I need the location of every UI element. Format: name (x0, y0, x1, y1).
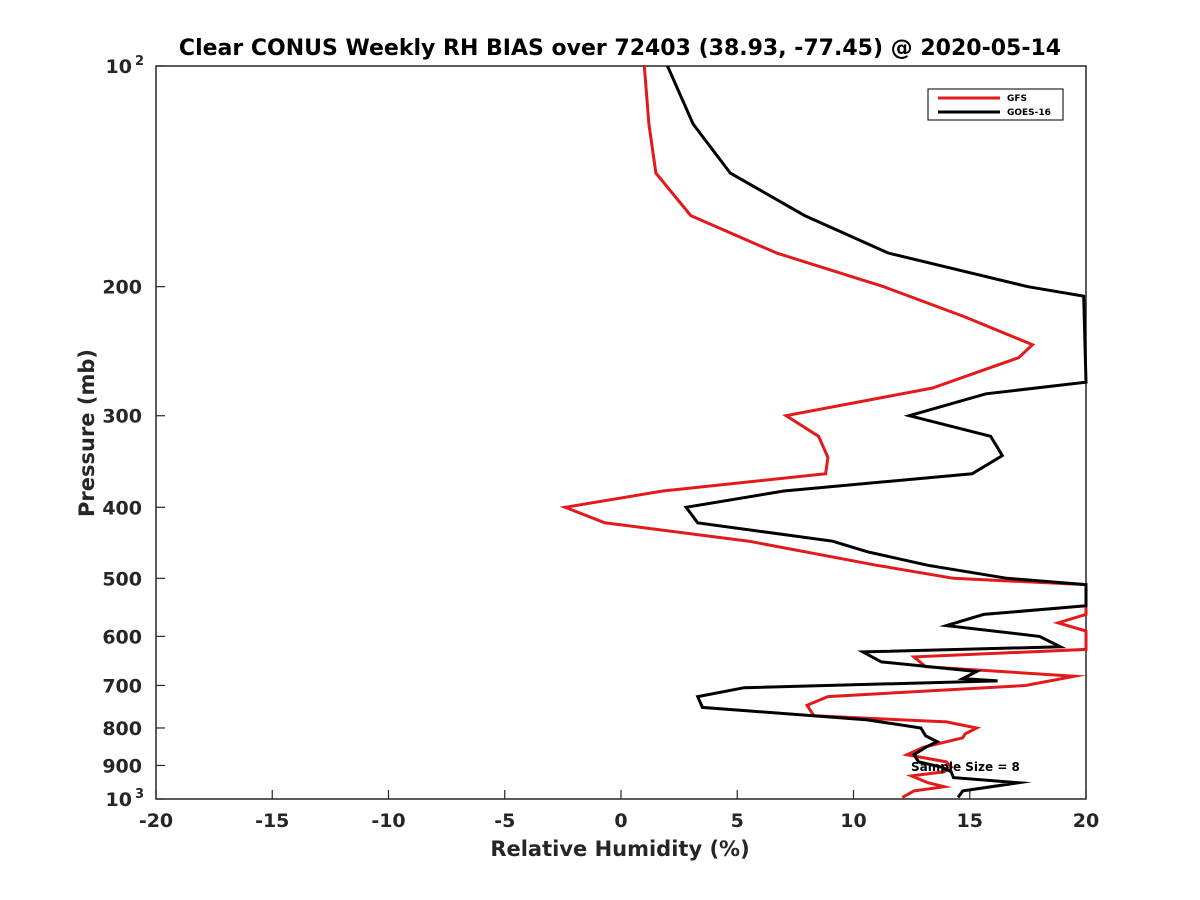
x-tick-label: 5 (731, 810, 744, 832)
legend-label: GOES-16 (1007, 108, 1051, 118)
x-tick-label: -5 (494, 810, 515, 832)
y-tick-label: 300 (102, 406, 142, 428)
series-line-goes-16 (666, 65, 1088, 799)
y-tick-label: 600 (102, 626, 142, 648)
y-tick-label: 10 (106, 56, 132, 78)
y-tick-label-base: 900 (102, 755, 142, 777)
x-tick-label: 0 (614, 810, 627, 832)
x-axis: -20 -15 -10 -5 0 5 10 15 20 (139, 790, 1099, 832)
x-tick-label: 10 (840, 810, 866, 832)
y-tick-label-base: 700 (102, 675, 142, 697)
y-tick-label: 900 (102, 755, 142, 777)
x-tick-label: -10 (371, 810, 405, 832)
series-line-gfs (559, 65, 1088, 799)
legend-box (927, 88, 1064, 121)
y-tick-label: 700 (102, 675, 142, 697)
y-tick-label-base: 300 (102, 406, 142, 428)
y-tick-label: 500 (102, 568, 142, 590)
y-axis-label: Pressure (mb) (75, 349, 99, 517)
x-tick-label: 15 (957, 810, 983, 832)
y-tick-label-base: 400 (102, 497, 142, 519)
legend: GFS GOES-16 (927, 88, 1064, 121)
y-tick-exponent: 3 (135, 787, 144, 802)
x-tick-label: -15 (255, 810, 289, 832)
x-tick-label: -20 (139, 810, 173, 832)
y-tick-exponent: 2 (135, 54, 144, 69)
x-tick-label: 20 (1073, 810, 1099, 832)
series-group (559, 65, 1088, 799)
y-tick-label-base: 10 (106, 56, 132, 78)
y-tick-label: 10 (106, 789, 132, 811)
chart-title: Clear CONUS Weekly RH BIAS over 72403 (3… (179, 36, 1061, 61)
y-tick-label: 800 (102, 718, 142, 740)
y-tick-label-base: 800 (102, 718, 142, 740)
sample-size-annotation: Sample Size = 8 (911, 760, 1020, 774)
y-tick-label-base: 10 (106, 789, 132, 811)
y-tick-label-base: 600 (102, 626, 142, 648)
y-tick-label-base: 500 (102, 568, 142, 590)
x-axis-label: Relative Humidity (%) (490, 837, 749, 861)
y-tick-label: 400 (102, 497, 142, 519)
y-tick-label-base: 200 (102, 277, 142, 299)
legend-label: GFS (1007, 94, 1027, 104)
y-tick-label: 200 (102, 277, 142, 299)
